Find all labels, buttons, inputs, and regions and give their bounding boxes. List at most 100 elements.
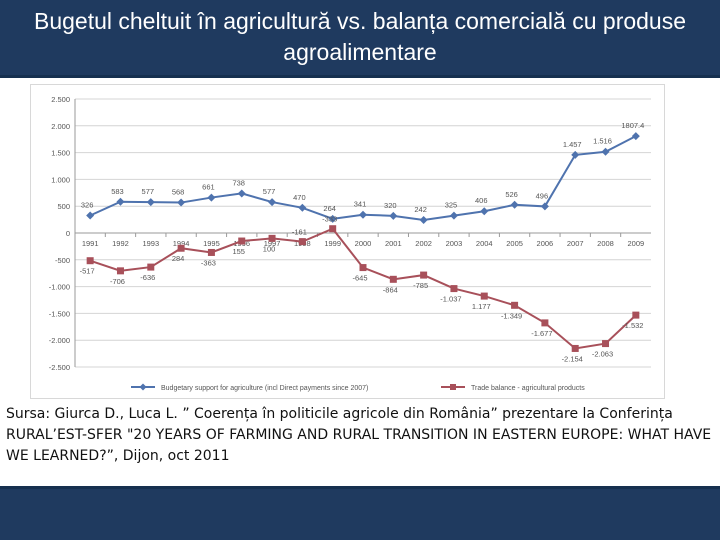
data-label: -363 — [201, 258, 216, 267]
series-1-point — [571, 344, 579, 352]
y-tick-label: 0 — [66, 229, 70, 238]
series-0-point — [177, 198, 186, 207]
data-label: -785 — [413, 281, 428, 290]
data-label: 1.177 — [472, 302, 491, 311]
x-tick-label: 1992 — [112, 239, 129, 248]
chart-container: 2.500 2.000 1.500 1.000 500 0 -500 -1.000 -1.500… — [30, 84, 665, 399]
y-tick-label: 1.500 — [51, 149, 70, 158]
x-tick-label: 1993 — [142, 239, 159, 248]
series-0-point — [359, 210, 367, 219]
title-bar: Bugetul cheltuit în agricultură vs. bala… — [0, 0, 720, 78]
y-tick-label: -500 — [55, 256, 70, 265]
series-0-point — [419, 216, 428, 225]
data-label: 341 — [354, 200, 367, 209]
legend-marker — [139, 383, 147, 391]
series-1-point — [541, 319, 549, 327]
data-label: -517 — [80, 267, 95, 276]
data-label: 738 — [232, 178, 245, 187]
data-label: -1.037 — [440, 295, 461, 304]
data-label: 496 — [536, 191, 549, 200]
series-1-point — [268, 234, 276, 242]
source-citation: Sursa: Giurca D., Luca L. ” Coerența în … — [6, 406, 712, 464]
data-label: -2.063 — [592, 350, 613, 359]
data-label: 470 — [293, 193, 306, 202]
data-label: -2.154 — [562, 354, 583, 363]
x-tick-label: 1999 — [324, 239, 341, 248]
series-0-point — [298, 203, 307, 212]
data-label: -636 — [140, 273, 155, 282]
data-label: -161 — [292, 228, 307, 237]
x-tick-label: 1994 — [173, 239, 190, 248]
data-label: 526 — [505, 190, 518, 199]
series-0-point — [601, 147, 610, 156]
y-tick-label: 2.500 — [51, 95, 70, 104]
series-1-point — [86, 257, 94, 265]
data-label: 1.516 — [593, 137, 612, 146]
line-chart: 2.500 2.000 1.500 1.000 500 0 -500 -1.000 -1.500… — [49, 95, 651, 392]
series-0-point — [328, 214, 337, 223]
series-0-point — [571, 150, 580, 159]
data-label: -645 — [352, 274, 367, 283]
data-label: 577 — [263, 187, 276, 196]
series-1-point — [420, 271, 428, 279]
series-0-point — [207, 193, 216, 202]
data-label: 568 — [172, 188, 185, 197]
series-1-point — [359, 264, 367, 272]
data-label: 284 — [172, 254, 185, 263]
series-1-point — [177, 244, 185, 252]
series-1-point — [389, 275, 397, 283]
data-label: 100 — [263, 244, 276, 253]
series-0-point — [480, 207, 489, 216]
x-tick-label: 1995 — [203, 239, 220, 248]
series-0-point — [237, 189, 246, 198]
series-0-point — [268, 198, 277, 207]
series-1-point — [602, 340, 610, 348]
x-tick-label: 2003 — [446, 239, 463, 248]
series-1-point — [480, 292, 488, 300]
data-label: -1.532 — [622, 321, 643, 330]
series-0-point — [449, 211, 458, 220]
data-label: 661 — [202, 183, 215, 192]
series-1-point — [329, 225, 337, 233]
data-label: 155 — [232, 247, 245, 256]
x-tick-label: 2008 — [597, 239, 614, 248]
y-tick-label: -2.500 — [49, 363, 70, 372]
data-label: 326 — [81, 201, 94, 210]
x-tick-label: 2000 — [355, 239, 372, 248]
series-1-point — [450, 285, 458, 293]
y-tick-label: 2.000 — [51, 122, 70, 131]
series-1-point — [116, 267, 124, 275]
data-label: 325 — [445, 201, 458, 210]
x-tick-label: 2009 — [627, 239, 644, 248]
x-tick-label: 2001 — [385, 239, 402, 248]
x-tick-label: 2007 — [567, 239, 584, 248]
x-tick-label: 1997 — [264, 239, 281, 248]
series-0-point — [86, 211, 95, 220]
series-0-point — [631, 132, 640, 141]
series-0-point — [116, 197, 125, 206]
data-label: 583 — [111, 187, 124, 196]
y-tick-label: -1.000 — [49, 283, 70, 292]
data-label: -706 — [110, 277, 125, 286]
x-tick-label: 2004 — [476, 239, 493, 248]
series-1-point — [632, 311, 640, 319]
data-label: -333 — [322, 215, 337, 224]
legend-label: Trade balance - agricultural products — [471, 385, 585, 392]
series-1-point — [147, 263, 155, 271]
data-label: -1.349 — [501, 311, 522, 320]
y-tick-label: 1.000 — [51, 175, 70, 184]
y-tick-label: 500 — [57, 202, 70, 211]
y-tick-label: -2.000 — [49, 336, 70, 345]
data-label: -1.677 — [531, 329, 552, 338]
data-label: 242 — [414, 205, 427, 214]
data-label: 320 — [384, 201, 397, 210]
page-title: Bugetul cheltuit în agricultură vs. bala… — [33, 8, 687, 65]
x-tick-label: 2005 — [506, 239, 523, 248]
legend-marker — [450, 384, 456, 390]
x-tick-label: 1991 — [82, 239, 99, 248]
series-1-point — [511, 301, 519, 309]
x-tick-label: 2006 — [537, 239, 554, 248]
y-tick-label: -1.500 — [49, 309, 70, 318]
series-0-point — [389, 211, 398, 220]
legend-label: Budgetary support for agriculture (incl … — [161, 385, 368, 392]
